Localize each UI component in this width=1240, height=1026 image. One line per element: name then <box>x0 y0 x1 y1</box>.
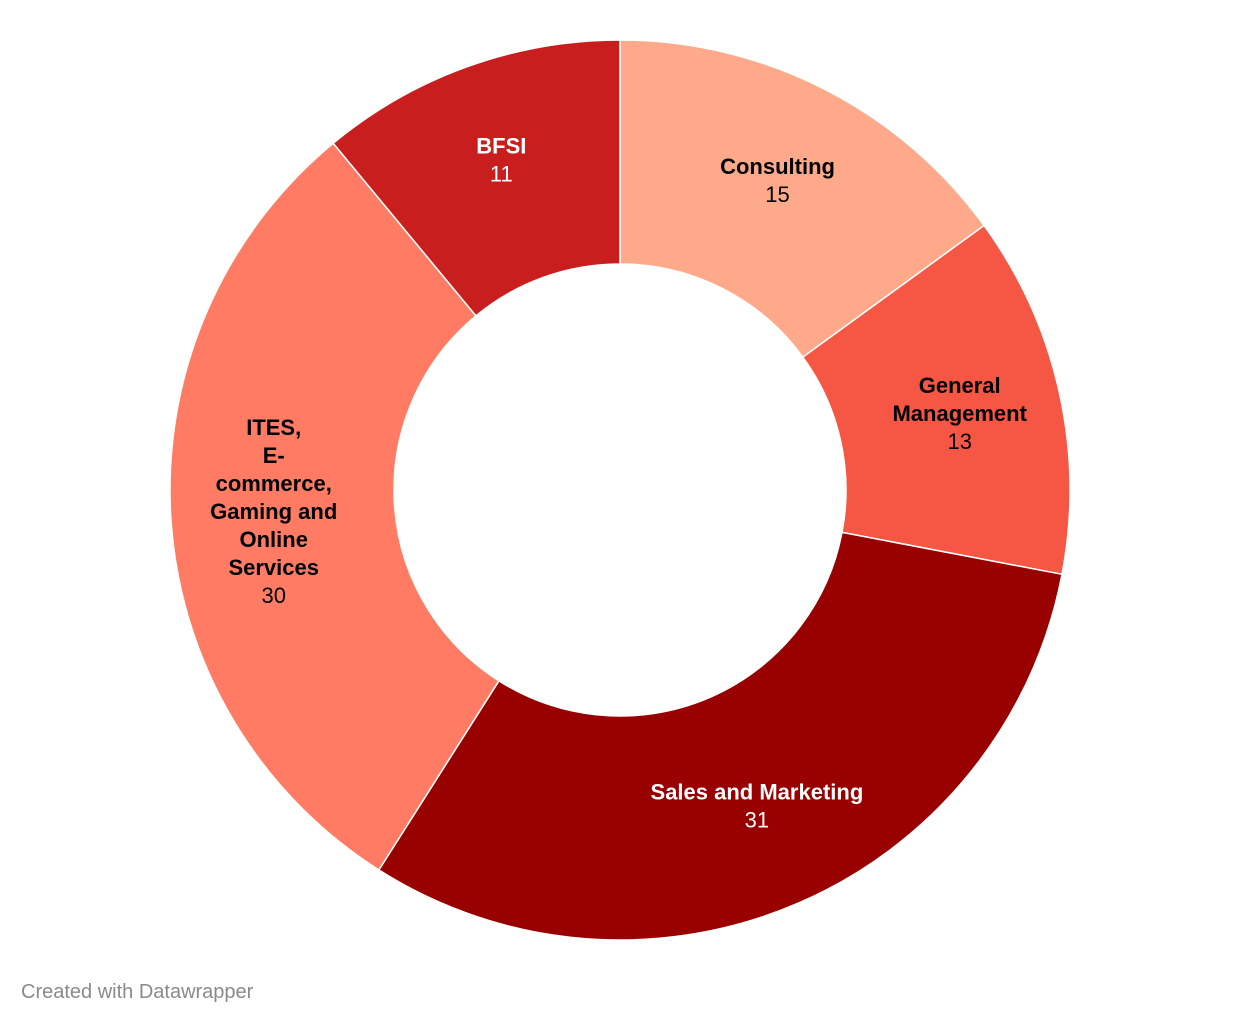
slice-value-label: 31 <box>745 807 769 832</box>
slice-label: ITES, E-commerce, Gaming and Online Services… <box>210 415 337 608</box>
slice-category-label: Sales and Marketing <box>651 779 864 804</box>
slice-value-label: 11 <box>490 161 513 186</box>
slice-label: Consulting 15 <box>720 154 835 207</box>
slice-sales-and-marketing[interactable] <box>377 531 1063 941</box>
datawrapper-credit[interactable]: Created with Datawrapper <box>21 981 254 1003</box>
slice-label: Sales and Marketing 31 <box>651 779 864 832</box>
slice-category-label: ITES, <box>246 415 301 440</box>
slice-label: General Management 13 <box>892 373 1027 454</box>
slice-consulting[interactable] <box>619 39 986 359</box>
slice-category-label: Services <box>228 555 319 580</box>
slice-label: BFSI 11 <box>476 133 526 186</box>
slice-category-label: commerce, <box>216 471 332 496</box>
slice-value-label: 15 <box>765 182 789 207</box>
slice-category-label: General <box>919 373 1001 398</box>
slice-category-label: BFSI <box>476 133 526 158</box>
slice-value-label: 13 <box>947 429 971 454</box>
slice-category-label: E- <box>263 443 285 468</box>
slice-category-label: Online <box>239 527 307 552</box>
slice-general-management[interactable] <box>801 224 1071 576</box>
slice-ites-e-commerce-gaming-and-online-services[interactable] <box>169 142 500 871</box>
slice-bfsi[interactable] <box>332 39 621 317</box>
slice-category-label: Gaming and <box>210 499 337 524</box>
slice-value-label: 30 <box>261 583 285 608</box>
donut-slices <box>169 39 1071 941</box>
slice-category-label: Management <box>892 401 1027 426</box>
slice-category-label: Consulting <box>720 154 835 179</box>
slice-labels: Consulting 15 General Management 13 Sales and… <box>210 133 1027 832</box>
